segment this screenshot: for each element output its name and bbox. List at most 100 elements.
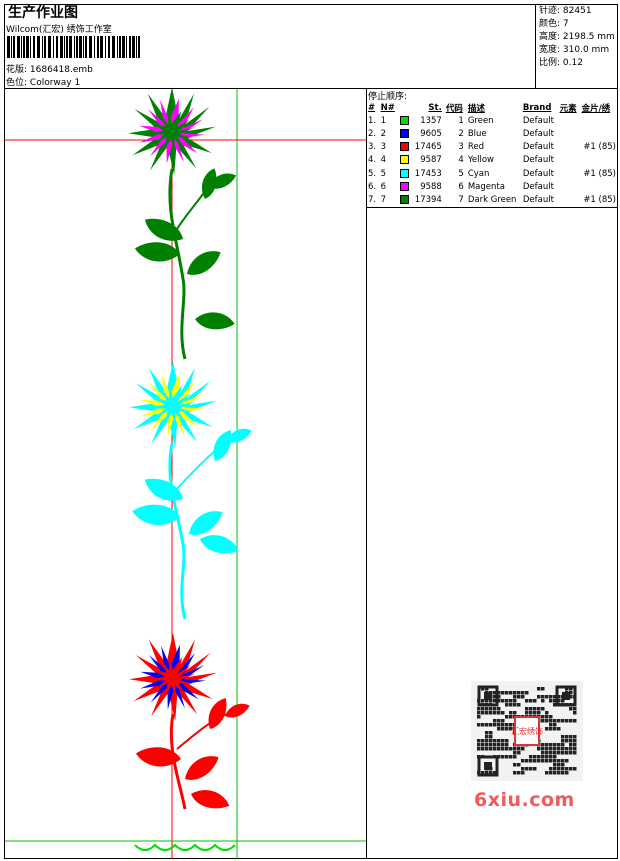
- table-row: 5. 5 17453 5 Cyan Default #1 (85): [366, 167, 618, 180]
- row-stitches: 17453: [414, 168, 442, 179]
- flower-cyan-yellow: [129, 361, 254, 620]
- row-description: Green: [467, 115, 494, 126]
- row-description: Yellow: [467, 155, 494, 166]
- row-element: [558, 141, 580, 154]
- company-name: Wilcom(汇宏) 绣饰工作室: [6, 25, 112, 35]
- col-description: 描述: [467, 103, 485, 114]
- row-element: [558, 127, 580, 140]
- stat-scale: 比例: 0.12: [539, 58, 583, 68]
- row-swatch: [398, 127, 412, 140]
- design-preview: [5, 89, 366, 859]
- table-row: 4. 4 9587 4 Yellow Default: [366, 154, 618, 167]
- row-index: 6.: [368, 181, 377, 192]
- col-swatch: [398, 101, 412, 114]
- col-brand: Brand: [522, 102, 552, 113]
- row-code: 4: [458, 155, 464, 166]
- stop-sequence-table: # N# St. 代码 描述 Brand 元素 金片/绣 1. 1 1357 1 Gre…: [366, 101, 618, 207]
- table-row: 3. 3 17465 3 Red Default #1 (85): [366, 141, 618, 154]
- row-swatch: [398, 193, 412, 206]
- table-header-row: # N# St. 代码 描述 Brand 元素 金片/绣: [366, 101, 618, 114]
- flower-red-blue: [129, 633, 252, 818]
- row-index: 3.: [368, 142, 377, 153]
- row-needle: 3: [380, 142, 387, 153]
- flower-green-magenta: [128, 89, 238, 360]
- row-description: Red: [467, 142, 484, 153]
- row-brand: Default: [522, 181, 554, 192]
- row-needle: 6: [380, 181, 387, 192]
- row-brand: Default: [522, 115, 554, 126]
- row-stitches: 9588: [420, 181, 442, 192]
- design-file-name: 1686418.emb: [29, 65, 93, 75]
- col-sequin: 金片/绣: [581, 103, 611, 114]
- row-swatch: [398, 180, 412, 193]
- stat-stitches: 针迹: 82451: [539, 6, 592, 16]
- row-code: 2: [458, 128, 464, 139]
- row-code: 7: [458, 194, 464, 205]
- colorway-name: Colorway 1: [29, 78, 81, 88]
- table-bottom-border: [366, 207, 618, 208]
- row-element: [558, 154, 580, 167]
- row-brand: Default: [522, 168, 554, 179]
- stat-width: 宽度: 310.0 mm: [539, 45, 610, 55]
- stop-sequence-title: 停止顺序:: [368, 92, 408, 102]
- table-row: 7. 7 17394 7 Dark Green Default #1 (85): [366, 193, 618, 206]
- col-needle: N#: [380, 102, 395, 113]
- page-border: [4, 4, 618, 859]
- row-description: Cyan: [467, 168, 490, 179]
- row-stitches: 1357: [420, 115, 442, 126]
- color-swatch: [399, 115, 409, 125]
- row-swatch: [398, 141, 412, 154]
- col-stitches: St.: [428, 102, 442, 113]
- row-sequin: #1 (85): [583, 142, 616, 153]
- row-description: Blue: [467, 128, 487, 139]
- row-sequin: [580, 180, 618, 193]
- row-needle: 4: [380, 155, 387, 166]
- header-divider: [4, 88, 618, 89]
- design-stats: 针迹: 82451 颜色: 7 高度: 2198.5 mm 宽度: 310.0 …: [539, 5, 615, 70]
- row-sequin: [580, 114, 618, 127]
- col-code: 代码: [445, 103, 463, 114]
- color-swatch: [399, 194, 409, 204]
- row-brand: Default: [522, 128, 554, 139]
- color-swatch: [399, 181, 409, 191]
- color-swatch: [399, 155, 409, 165]
- row-sequin: [580, 154, 618, 167]
- qr-code: 汇宏绣饰: [471, 681, 583, 781]
- row-code: 6: [458, 181, 464, 192]
- row-code: 1: [458, 115, 464, 126]
- row-index: 4.: [368, 155, 377, 166]
- row-index: 5.: [368, 168, 377, 179]
- row-stitches: 9605: [420, 128, 442, 139]
- table-row: 6. 6 9588 6 Magenta Default: [366, 180, 618, 193]
- color-swatch: [399, 142, 409, 152]
- qr-stamp-text: 汇宏绣饰: [511, 726, 543, 736]
- row-needle: 7: [380, 194, 387, 205]
- row-needle: 2: [380, 128, 387, 139]
- row-swatch: [398, 154, 412, 167]
- row-code: 3: [458, 142, 464, 153]
- row-index: 7.: [368, 194, 377, 205]
- color-swatch: [399, 168, 409, 178]
- row-description: Magenta: [467, 181, 505, 192]
- col-index: #: [368, 102, 376, 113]
- row-stitches: 17465: [414, 142, 442, 153]
- row-brand: Default: [522, 142, 554, 153]
- row-index: 2.: [368, 128, 377, 139]
- row-sequin: [580, 127, 618, 140]
- row-element: [558, 167, 580, 180]
- row-stitches: 9587: [420, 155, 442, 166]
- row-element: [558, 114, 580, 127]
- table-row: 2. 2 9605 2 Blue Default: [366, 127, 618, 140]
- row-code: 5: [458, 168, 464, 179]
- row-element: [558, 180, 580, 193]
- row-swatch: [398, 167, 412, 180]
- colorway-label: 色位:: [6, 78, 28, 88]
- stats-divider: [535, 4, 536, 89]
- row-index: 1.: [368, 115, 377, 126]
- watermark-text: 6xiu.com: [474, 789, 575, 811]
- design-file-row: 花版: 1686418.emb: [6, 62, 93, 75]
- barcode: [7, 36, 140, 58]
- stat-height: 高度: 2198.5 mm: [539, 32, 615, 42]
- panel-divider: [366, 88, 367, 859]
- row-sequin: #1 (85): [583, 194, 616, 205]
